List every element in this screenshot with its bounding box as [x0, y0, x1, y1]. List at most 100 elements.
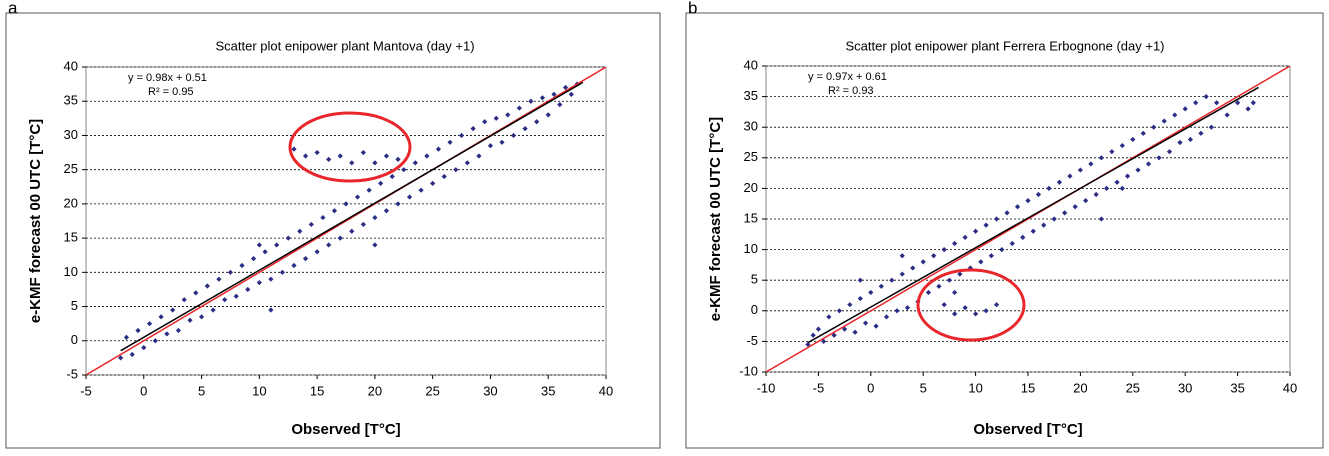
data-point — [320, 214, 326, 221]
data-point — [349, 160, 355, 166]
data-point — [978, 259, 984, 265]
data-point — [1235, 100, 1241, 106]
data-point — [1083, 198, 1089, 204]
data-point — [873, 323, 879, 329]
data-point — [967, 265, 973, 271]
data-point — [1245, 106, 1251, 112]
data-point — [1250, 100, 1256, 106]
data-point — [291, 146, 297, 152]
data-point — [1119, 185, 1125, 191]
panel-label: a — [8, 0, 18, 17]
data-point — [815, 326, 821, 332]
data-point — [516, 105, 522, 111]
data-point — [383, 153, 390, 159]
panel-label: b — [688, 0, 697, 17]
x-tick-label: -5 — [813, 380, 825, 395]
data-point — [805, 341, 811, 348]
data-point — [1224, 112, 1230, 118]
data-point — [493, 115, 499, 121]
data-point — [826, 314, 832, 320]
data-point — [1214, 100, 1220, 106]
data-point — [936, 283, 942, 289]
data-point — [1166, 149, 1173, 155]
data-point — [973, 311, 979, 317]
plot-content — [86, 67, 606, 375]
data-point — [920, 259, 926, 265]
data-point — [510, 132, 517, 139]
y-tick-label: 15 — [64, 230, 78, 245]
data-point — [1114, 179, 1120, 185]
data-point — [198, 314, 205, 320]
x-tick-label: 0 — [867, 380, 874, 395]
data-point — [883, 314, 890, 320]
data-point — [1025, 198, 1031, 204]
data-point — [158, 314, 164, 320]
data-point — [360, 149, 366, 156]
data-point — [383, 208, 390, 214]
data-point — [187, 317, 193, 323]
data-point — [1208, 124, 1214, 130]
data-point — [123, 334, 130, 340]
y-tick-label: 0 — [71, 332, 78, 347]
data-point — [1046, 185, 1052, 191]
data-point — [1077, 167, 1083, 173]
x-tick-label: 10 — [252, 383, 266, 398]
data-point — [360, 221, 366, 228]
data-point — [1051, 216, 1057, 222]
fit-line — [807, 86, 1259, 344]
data-point — [878, 283, 884, 289]
data-point — [1151, 124, 1157, 130]
data-point — [366, 187, 372, 193]
data-point — [952, 240, 958, 247]
data-point — [256, 242, 262, 248]
data-point — [988, 253, 994, 259]
data-point — [314, 249, 320, 255]
data-point — [291, 262, 297, 269]
data-point — [810, 332, 816, 338]
data-point — [889, 277, 895, 283]
data-point — [831, 332, 837, 338]
data-point — [372, 160, 378, 166]
data-point — [337, 235, 343, 241]
data-point — [482, 119, 488, 125]
y-tick-label: 30 — [64, 127, 78, 142]
data-point — [1093, 191, 1099, 198]
y-tick-label: 35 — [744, 88, 758, 103]
data-point — [453, 167, 459, 173]
chart-title: Scatter plot enipower plant Mantova (day… — [215, 38, 474, 53]
data-point — [1135, 167, 1141, 173]
data-point — [1067, 173, 1073, 179]
x-tick-label: 20 — [368, 383, 382, 398]
x-tick-label: 15 — [310, 383, 324, 398]
data-point — [412, 160, 418, 166]
data-point — [868, 289, 874, 296]
data-point — [487, 143, 494, 149]
y-tick-label: 40 — [744, 57, 758, 72]
data-point — [941, 247, 947, 253]
data-point — [233, 293, 239, 299]
data-point — [973, 228, 979, 234]
data-point — [1041, 222, 1047, 228]
x-axis-label: Observed [T°C] — [973, 421, 1082, 438]
data-point — [1187, 136, 1194, 143]
data-point — [349, 228, 355, 234]
data-point — [1035, 191, 1042, 198]
data-point — [993, 302, 1000, 308]
r-squared: R² = 0.95 — [148, 86, 194, 98]
data-point — [204, 283, 210, 289]
data-point — [239, 262, 245, 269]
data-point — [193, 290, 199, 296]
data-point — [441, 173, 447, 180]
data-point — [378, 180, 384, 186]
data-point — [245, 286, 251, 293]
data-point — [857, 277, 863, 283]
identity-line — [86, 67, 606, 375]
data-point — [962, 305, 968, 311]
data-point — [925, 289, 932, 296]
data-point — [1119, 142, 1125, 149]
data-point — [308, 221, 314, 228]
plot-content — [766, 66, 1290, 372]
data-point — [1140, 130, 1146, 136]
y-tick-label: 35 — [64, 93, 78, 108]
